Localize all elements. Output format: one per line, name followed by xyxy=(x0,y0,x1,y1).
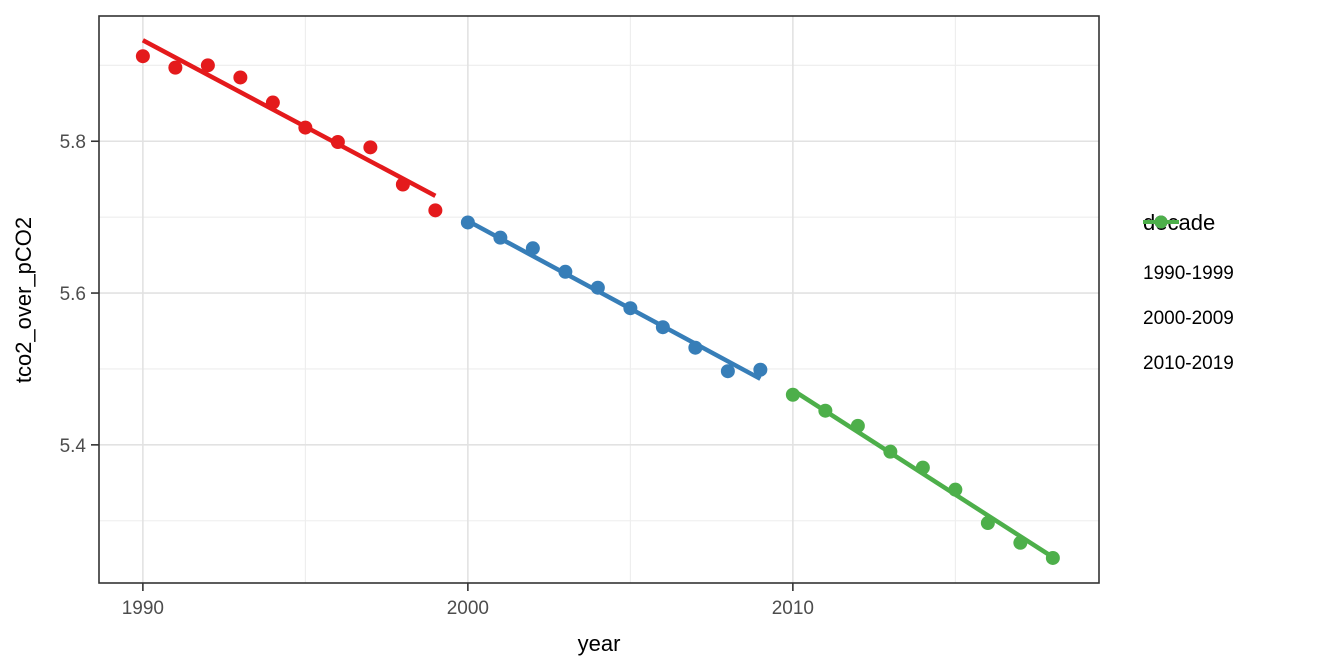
data-point xyxy=(233,70,248,85)
data-point xyxy=(135,49,150,64)
data-point xyxy=(525,241,540,256)
legend-entry-label: 2010-2019 xyxy=(1143,353,1234,374)
plot-panel xyxy=(99,16,1099,583)
legend: decade 1990-1999 2000-2009 2010-2019 xyxy=(1143,209,1234,396)
legend-entry: 2000-2009 xyxy=(1143,215,1234,332)
data-point xyxy=(460,215,475,230)
data-point xyxy=(655,320,670,335)
data-point xyxy=(298,120,313,135)
trend-line xyxy=(466,218,762,381)
data-point xyxy=(688,340,703,355)
panel-border xyxy=(98,15,1100,584)
data-point xyxy=(395,177,410,192)
data-point xyxy=(883,444,898,459)
data-point xyxy=(980,516,995,531)
legend-entry-label: 2000-2009 xyxy=(1143,308,1234,329)
legend-entry: 2010-2019 xyxy=(1143,215,1234,377)
legend-entry-label: 1990-1999 xyxy=(1143,263,1234,284)
legend-entries: 1990-1999 2000-2009 2010-2019 xyxy=(1143,215,1234,377)
legend-entry: 1990-1999 xyxy=(1143,215,1234,287)
data-point xyxy=(330,135,345,149)
data-point xyxy=(590,280,605,295)
y-tick-label: 5.4 xyxy=(60,436,87,457)
data-point xyxy=(720,364,735,379)
legend-key xyxy=(1143,215,1179,229)
y-tick-label: 5.6 xyxy=(60,284,86,305)
data-point xyxy=(818,403,833,418)
data-point xyxy=(948,482,963,497)
x-tick-label: 1990 xyxy=(122,598,164,619)
data-point xyxy=(558,264,573,279)
data-point xyxy=(363,140,378,155)
data-point xyxy=(493,230,508,245)
x-axis-title: year xyxy=(577,631,621,656)
legend-key-dot xyxy=(1154,215,1168,229)
y-tick-label: 5.8 xyxy=(60,132,86,153)
trend-line xyxy=(141,38,437,198)
data-point xyxy=(1045,550,1060,565)
data-point xyxy=(753,362,768,377)
data-point xyxy=(428,203,443,218)
data-point xyxy=(168,60,183,75)
data-point xyxy=(915,460,930,475)
y-axis-title: tco2_over_pCO2 xyxy=(11,216,36,384)
data-point xyxy=(200,58,215,73)
x-tick-label: 2010 xyxy=(772,598,814,619)
data-point xyxy=(850,418,865,433)
data-point xyxy=(265,95,280,110)
data-point xyxy=(623,301,638,316)
x-tick-label: 2000 xyxy=(447,598,489,619)
data-point xyxy=(785,387,800,402)
data-point xyxy=(1013,535,1028,550)
